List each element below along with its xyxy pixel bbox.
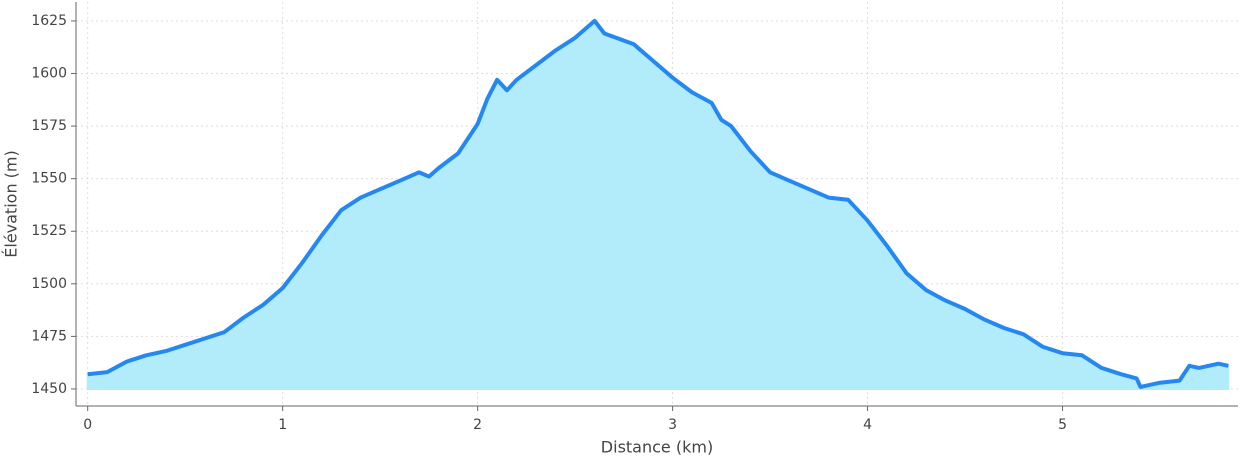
x-tick-label: 2 [473, 417, 482, 433]
x-tick-label: 4 [863, 417, 872, 433]
x-tick-label: 0 [83, 417, 92, 433]
y-tick-label: 1500 [31, 276, 67, 292]
x-axis-label: Distance (km) [601, 438, 713, 457]
area-fill [86, 19, 1230, 390]
y-tick-label: 1625 [31, 13, 67, 29]
x-tick-label: 3 [668, 417, 677, 433]
y-tick-label: 1525 [31, 223, 67, 239]
y-tick-label: 1600 [31, 66, 67, 82]
x-tick-label: 1 [278, 417, 287, 433]
y-tick-label: 1550 [31, 171, 67, 187]
y-tick-label: 1450 [31, 381, 67, 397]
y-tick-label: 1475 [31, 328, 67, 344]
elevation-line [87, 18, 1229, 389]
y-tick-label: 1575 [31, 118, 67, 134]
x-tick-label: 5 [1058, 417, 1067, 433]
y-axis-label: Élévation (m) [2, 150, 21, 257]
